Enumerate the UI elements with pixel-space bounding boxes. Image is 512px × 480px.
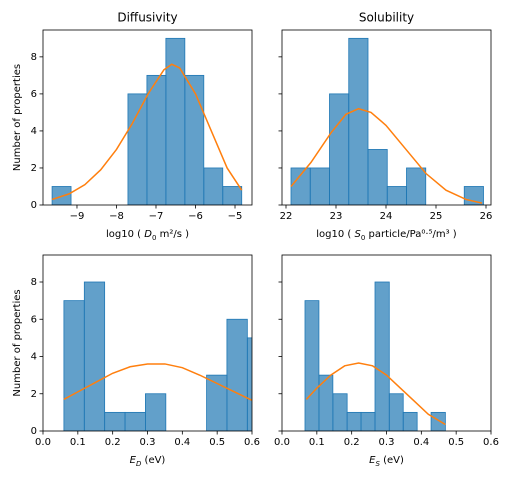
bar bbox=[346, 411, 362, 431]
x-axis-label: ES (eV) bbox=[369, 455, 404, 468]
fit-curve bbox=[305, 362, 446, 426]
plot-area bbox=[51, 37, 243, 205]
y-tick-label: 0 bbox=[31, 426, 37, 437]
bar bbox=[127, 93, 148, 205]
x-axis-label-part: particle/Pa⁰·⁵/m³ ) bbox=[365, 229, 456, 240]
bar bbox=[290, 167, 311, 205]
bar bbox=[124, 411, 146, 431]
y-tick-label: 2 bbox=[31, 163, 37, 174]
x-tick-label: 0.3 bbox=[140, 437, 156, 448]
y-tick-label: 4 bbox=[31, 126, 37, 137]
x-axis-label-part: 0 bbox=[152, 234, 156, 242]
plot-area bbox=[290, 37, 484, 205]
subplot-title: Diffusivity bbox=[117, 11, 177, 25]
bar bbox=[63, 300, 85, 431]
bar bbox=[83, 281, 106, 431]
x-tick-label: 0.6 bbox=[244, 437, 260, 448]
x-axis-label-part: 0 bbox=[361, 234, 365, 242]
x-tick-label: −7 bbox=[149, 211, 164, 222]
x-axis-label: ED (eV) bbox=[130, 455, 166, 468]
x-axis-label-part: S bbox=[355, 229, 362, 240]
subplot: 22 23 24 25 26 Solubility log10 ( S0 particle/… bbox=[278, 11, 493, 242]
x-tick-label: 25 bbox=[430, 211, 443, 222]
bar bbox=[406, 167, 427, 205]
x-tick-label: 0.6 bbox=[483, 437, 499, 448]
bar bbox=[222, 186, 243, 205]
x-tick-label: 26 bbox=[480, 211, 493, 222]
plot-area bbox=[63, 281, 252, 431]
x-tick-label: −9 bbox=[70, 211, 85, 222]
subplot: −9 −8 −7 −6 −5 0 2 4 6 8 Diffusivity Number of prop… bbox=[12, 11, 253, 242]
bar bbox=[329, 93, 350, 205]
fit-curve bbox=[63, 363, 252, 401]
fit-curve bbox=[51, 63, 243, 201]
bar bbox=[374, 281, 390, 431]
y-tick-label: 6 bbox=[31, 314, 37, 325]
bar bbox=[386, 186, 407, 205]
y-tick-label: 4 bbox=[31, 352, 37, 363]
x-tick-label: 0.0 bbox=[35, 437, 51, 448]
fit-curve bbox=[290, 107, 483, 204]
x-axis-label-part: (eV) bbox=[380, 455, 404, 466]
x-tick-label: 0.3 bbox=[379, 437, 395, 448]
bar bbox=[146, 74, 167, 205]
bar bbox=[367, 149, 388, 205]
x-tick-label: 0.2 bbox=[344, 437, 360, 448]
x-tick-label: 0.4 bbox=[413, 437, 429, 448]
x-tick-label: 0.1 bbox=[70, 437, 86, 448]
subplot-title: Solubility bbox=[359, 11, 414, 25]
x-axis-label-part: m²/s ) bbox=[156, 229, 189, 240]
x-tick-label: 0.0 bbox=[274, 437, 290, 448]
x-tick-label: −5 bbox=[228, 211, 243, 222]
bar bbox=[226, 318, 248, 431]
bar bbox=[104, 411, 126, 431]
x-tick-label: 24 bbox=[380, 211, 393, 222]
x-axis-label-part: log10 ( bbox=[106, 229, 144, 240]
subplot: 0.0 0.1 0.2 0.3 0.4 0.5 0.6 ES (eV) bbox=[274, 254, 499, 468]
x-tick-label: 0.5 bbox=[209, 437, 225, 448]
x-tick-label: −6 bbox=[188, 211, 203, 222]
bar bbox=[430, 411, 446, 431]
x-tick-label: 0.5 bbox=[448, 437, 464, 448]
x-tick-label: 0.1 bbox=[309, 437, 325, 448]
x-axis-label-part: D bbox=[144, 229, 152, 240]
bar bbox=[360, 411, 376, 431]
bar bbox=[332, 393, 348, 431]
axes-frame bbox=[281, 29, 492, 206]
x-axis-label-part: D bbox=[136, 460, 142, 468]
bar bbox=[184, 74, 205, 205]
y-axis-label: Number of properties bbox=[12, 289, 23, 396]
x-axis-label-part: E bbox=[369, 455, 376, 466]
subplot: 0.0 0.1 0.2 0.3 0.4 0.5 0.6 0 2 4 6 8 Number of prop… bbox=[12, 254, 260, 468]
bar bbox=[145, 393, 167, 431]
x-axis-label-part: (eV) bbox=[141, 455, 165, 466]
axes-frame bbox=[42, 29, 253, 206]
y-tick-label: 2 bbox=[31, 389, 37, 400]
x-tick-label: 0.2 bbox=[105, 437, 121, 448]
x-axis-label-part: S bbox=[375, 460, 380, 468]
y-tick-label: 8 bbox=[31, 52, 37, 63]
bar bbox=[388, 393, 404, 431]
bar bbox=[402, 411, 418, 431]
y-axis-label: Number of properties bbox=[12, 64, 23, 171]
bar bbox=[304, 300, 320, 431]
y-tick-label: 0 bbox=[31, 200, 37, 211]
bar bbox=[348, 37, 369, 205]
x-axis-label: log10 ( S0 particle/Pa⁰·⁵/m³ ) bbox=[316, 229, 457, 242]
x-tick-label: −8 bbox=[109, 211, 124, 222]
x-tick-label: 23 bbox=[330, 211, 343, 222]
x-axis-label: log10 ( D0 m²/s ) bbox=[106, 229, 189, 242]
x-tick-label: 22 bbox=[280, 211, 293, 222]
plot-area bbox=[304, 281, 446, 431]
y-tick-label: 6 bbox=[31, 89, 37, 100]
bar bbox=[203, 167, 224, 205]
bar bbox=[165, 37, 186, 205]
bar bbox=[309, 167, 330, 205]
x-axis-label-part: log10 ( bbox=[316, 229, 354, 240]
y-tick-label: 8 bbox=[31, 277, 37, 288]
bar bbox=[246, 337, 252, 431]
x-tick-label: 0.4 bbox=[174, 437, 190, 448]
x-axis-label-part: E bbox=[130, 455, 137, 466]
